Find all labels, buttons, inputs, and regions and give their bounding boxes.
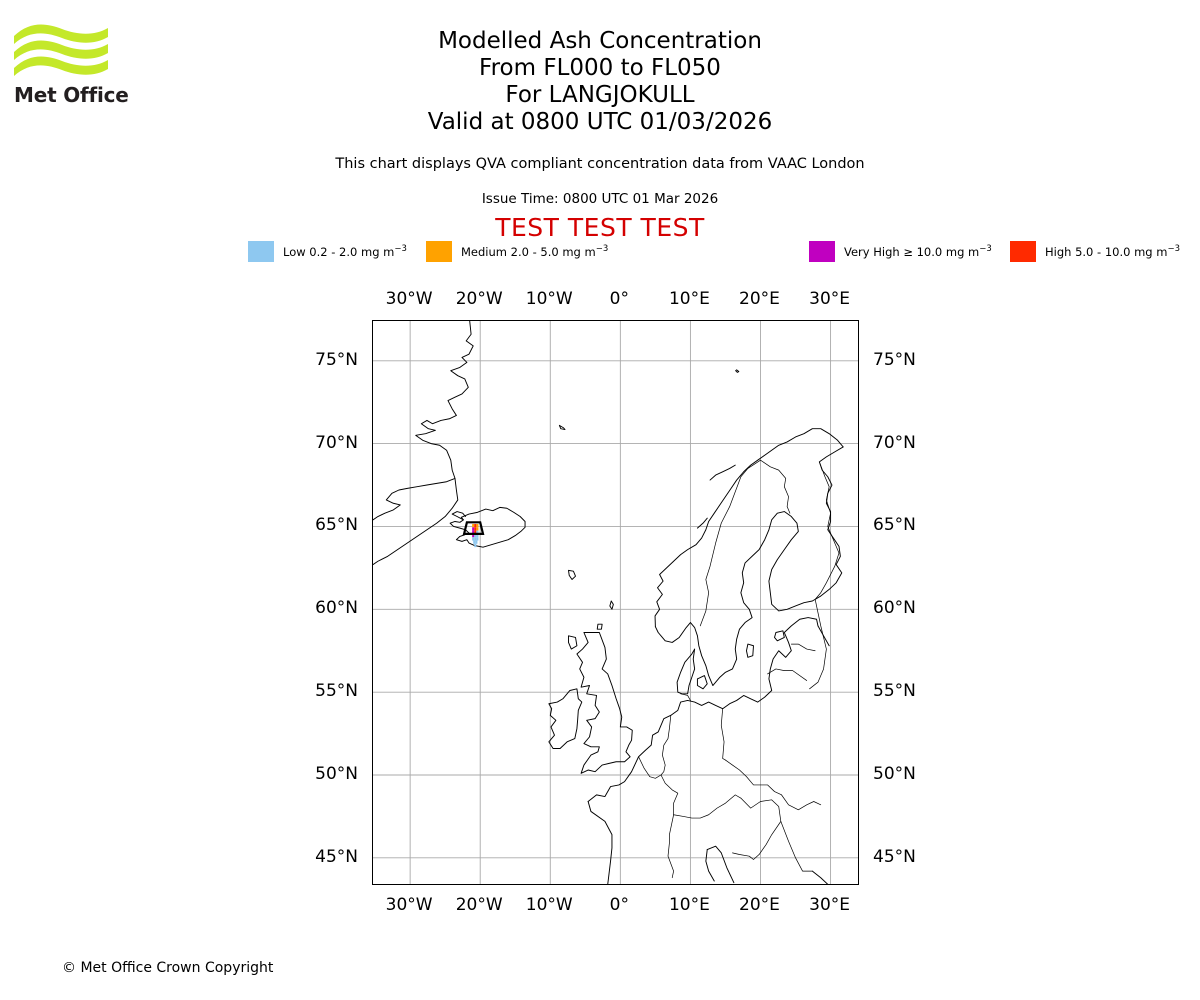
legend-swatch-very-high (809, 240, 835, 262)
fir-boundary-outline (462, 521, 485, 536)
lat-tick-right-1: 70°N (873, 432, 916, 453)
lat-tick-left-1: 70°N (315, 432, 358, 453)
lon-tick-top-3: 0° (609, 289, 630, 309)
lat-tick-left-5: 50°N (315, 763, 358, 784)
legend-label-high: High 5.0 - 10.0 mg m−3 (1045, 243, 1180, 259)
qva-note: This chart displays QVA compliant concen… (335, 156, 865, 172)
lat-tick-right-6: 45°N (873, 846, 916, 867)
title-line-4: Valid at 0800 UTC 01/03/2026 (427, 109, 773, 135)
lon-tick-top-6: 30°E (809, 289, 850, 309)
ash-cell (476, 530, 479, 534)
lat-tick-left-0: 75°N (315, 349, 358, 370)
ash-cell (472, 527, 475, 531)
lon-tick-bottom-3: 0° (609, 895, 630, 915)
met-office-wordmark: Met Office (14, 83, 129, 107)
map-gridlines (373, 321, 858, 884)
concentration-legend: Low 0.2 - 2.0 mg m−3 Medium 2.0 - 5.0 mg… (248, 240, 1180, 262)
test-watermark: TEST TEST TEST (495, 213, 705, 242)
legend-item-high: High 5.0 - 10.0 mg m−3 (1010, 240, 1180, 262)
legend-swatch-low (248, 240, 274, 262)
lon-tick-bottom-0: 30°W (385, 895, 433, 915)
ash-cell (474, 527, 477, 531)
lon-tick-bottom-6: 30°E (809, 895, 850, 915)
ash-cell (472, 537, 475, 541)
ash-cell (476, 523, 479, 528)
lon-tick-bottom-4: 10°E (668, 895, 710, 915)
ash-concentration-map[interactable] (372, 320, 859, 885)
ash-cell (474, 543, 477, 548)
lat-tick-right-2: 65°N (873, 515, 916, 536)
lat-tick-left-4: 55°N (315, 681, 358, 702)
ash-cell (474, 533, 477, 538)
legend-swatch-medium (426, 240, 452, 262)
lat-tick-right-0: 75°N (873, 349, 916, 370)
ash-cell (474, 530, 477, 534)
lon-tick-top-4: 10°E (668, 289, 710, 309)
lat-tick-left-3: 60°N (315, 598, 358, 619)
lon-tick-top-1: 20°W (455, 289, 503, 309)
legend-label-very-high: Very High ≥ 10.0 mg m−3 (844, 243, 992, 259)
ash-cell (472, 530, 475, 534)
copyright-text: © Met Office Crown Copyright (62, 960, 274, 976)
ash-plume-cells (472, 523, 479, 548)
lon-tick-top-5: 20°E (739, 289, 780, 309)
lon-tick-bottom-5: 20°E (739, 895, 780, 915)
legend-label-medium: Medium 2.0 - 5.0 mg m−3 (461, 243, 609, 259)
legend-item-low: Low 0.2 - 2.0 mg m−3 (248, 240, 407, 262)
lat-tick-right-3: 60°N (873, 598, 916, 619)
lat-tick-right-5: 50°N (873, 763, 916, 784)
ash-cell (473, 540, 476, 544)
legend-label-low: Low 0.2 - 2.0 mg m−3 (283, 243, 407, 259)
map-canvas (373, 321, 858, 884)
ash-cell (474, 537, 477, 541)
legend-item-medium: Medium 2.0 - 5.0 mg m−3 (426, 240, 608, 262)
ash-cell (472, 523, 475, 528)
lat-tick-right-4: 55°N (873, 681, 916, 702)
ash-cell (474, 523, 477, 528)
ash-cell (476, 537, 479, 541)
ash-cell (472, 533, 475, 538)
lat-tick-left-6: 45°N (315, 846, 358, 867)
lon-tick-bottom-1: 20°W (455, 895, 503, 915)
ash-cell (475, 540, 478, 544)
lat-tick-left-2: 65°N (315, 515, 358, 536)
met-office-wave-icon (14, 24, 108, 76)
met-office-logo: Met Office (12, 22, 202, 107)
legend-item-very-high: Very High ≥ 10.0 mg m−3 (809, 240, 992, 262)
ash-cell (476, 527, 479, 531)
lon-tick-bottom-2: 10°W (525, 895, 573, 915)
lon-tick-top-2: 10°W (525, 289, 573, 309)
ash-cell (476, 533, 479, 538)
map-coastlines (373, 321, 844, 884)
issue-time: Issue Time: 0800 UTC 01 Mar 2026 (481, 191, 719, 207)
lon-tick-top-0: 30°W (385, 289, 433, 309)
legend-swatch-high (1010, 240, 1036, 262)
